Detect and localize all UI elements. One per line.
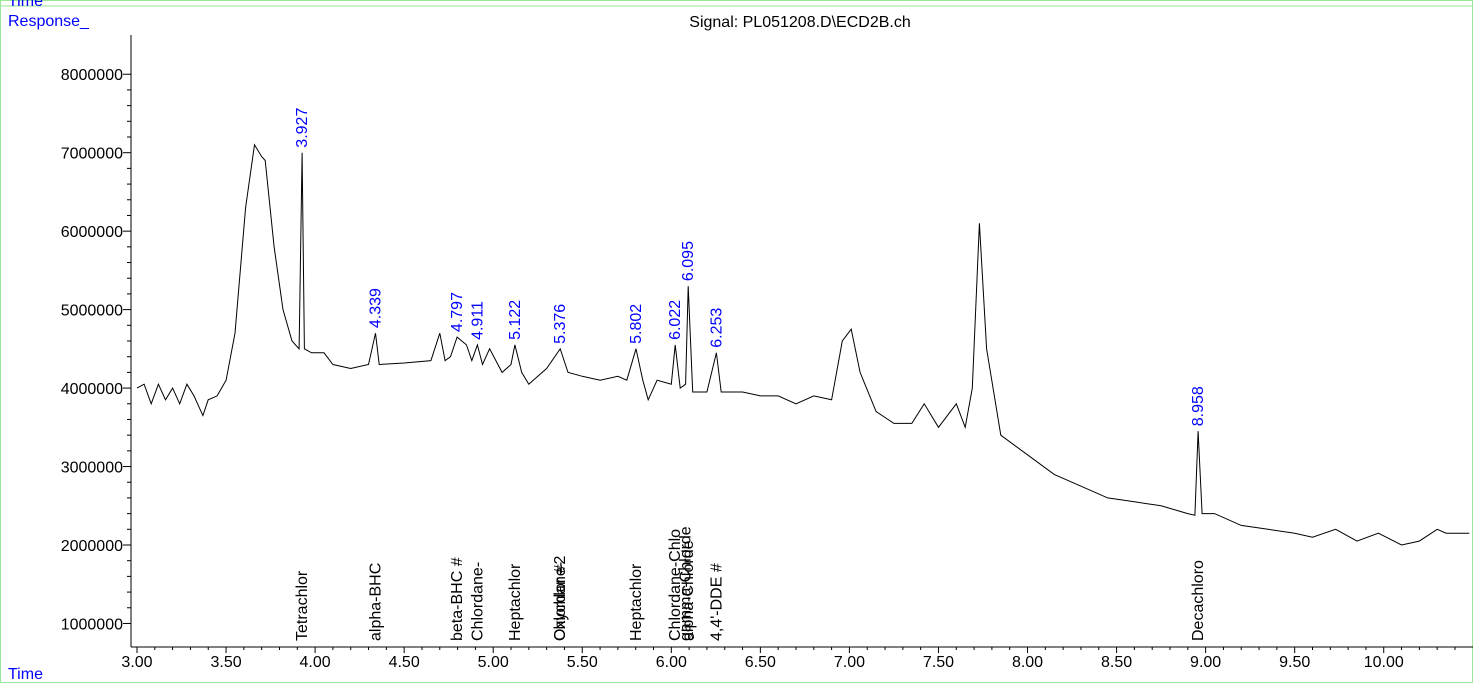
x-tick-label: 8.00 bbox=[1012, 654, 1043, 671]
y-tick-label: 7000000 bbox=[61, 146, 123, 163]
x-tick-label: 7.50 bbox=[923, 654, 954, 671]
peak-label: 6.253 bbox=[708, 308, 725, 348]
peak-label: 6.095 bbox=[680, 241, 697, 281]
x-tick-label: 6.00 bbox=[656, 654, 687, 671]
compound-label: Chlordane- bbox=[469, 562, 486, 641]
compound-label: Tetrachlor bbox=[294, 570, 311, 641]
x-tick-label: 4.50 bbox=[389, 654, 420, 671]
top-label: Time bbox=[8, 0, 43, 10]
signal-trace bbox=[136, 143, 1470, 546]
peak-label: 5.802 bbox=[628, 304, 645, 344]
y-tick-label: 6000000 bbox=[61, 224, 123, 241]
x-tick-label: 9.00 bbox=[1190, 654, 1221, 671]
peak-label: 5.122 bbox=[507, 300, 524, 340]
compound-label: Oxychlor #2 bbox=[552, 556, 569, 641]
x-tick-label: 3.00 bbox=[121, 654, 152, 671]
x-tick-label: 8.50 bbox=[1101, 654, 1132, 671]
peak-label: 3.927 bbox=[294, 108, 311, 148]
y-tick-label: 2000000 bbox=[61, 538, 123, 555]
x-tick-label: 3.50 bbox=[210, 654, 241, 671]
compound-label: 4,4'-DDE # bbox=[708, 563, 725, 641]
x-tick-label: 7.00 bbox=[834, 654, 865, 671]
compound-label: beta-BHC # bbox=[449, 557, 466, 641]
x-tick-label: 4.00 bbox=[300, 654, 331, 671]
compound-label: Chlordane- bbox=[552, 562, 569, 641]
chart-title: Signal: PL051208.D\ECD2B.ch bbox=[689, 14, 910, 31]
compound-label: Heptachlor bbox=[507, 563, 524, 641]
y-tick-label: 1000000 bbox=[61, 616, 123, 633]
peak-label: 4.797 bbox=[449, 292, 466, 332]
x-tick-label: 5.50 bbox=[567, 654, 598, 671]
y-tick-label: 8000000 bbox=[61, 67, 123, 84]
peak-label: 8.958 bbox=[1190, 386, 1207, 426]
compound-label: Chlordane-Chlo bbox=[667, 529, 684, 641]
x-tick-label: 5.00 bbox=[478, 654, 509, 671]
compound-label: gamma-Chlorde bbox=[678, 526, 695, 641]
peak-label: 4.339 bbox=[367, 288, 384, 328]
y-tick-label: 5000000 bbox=[61, 303, 123, 320]
x-tick-label: 10.00 bbox=[1364, 654, 1404, 671]
compound-label: alpha-BHC bbox=[367, 563, 384, 641]
compound-label: alpha-Chlorde bbox=[680, 540, 697, 641]
x-tick-label: 9.50 bbox=[1279, 654, 1310, 671]
peak-label: 5.376 bbox=[552, 304, 569, 344]
y-tick-label: 3000000 bbox=[61, 460, 123, 477]
y-axis-label: Response_ bbox=[8, 13, 90, 30]
peak-label: 4.911 bbox=[469, 301, 486, 340]
compound-label: Decachloro bbox=[1190, 560, 1207, 641]
x-axis-label: Time bbox=[8, 666, 43, 683]
x-tick-label: 6.50 bbox=[745, 654, 776, 671]
compound-label: Heptachlor bbox=[628, 563, 645, 641]
peak-label: 6.022 bbox=[667, 300, 684, 340]
y-tick-label: 4000000 bbox=[61, 381, 123, 398]
